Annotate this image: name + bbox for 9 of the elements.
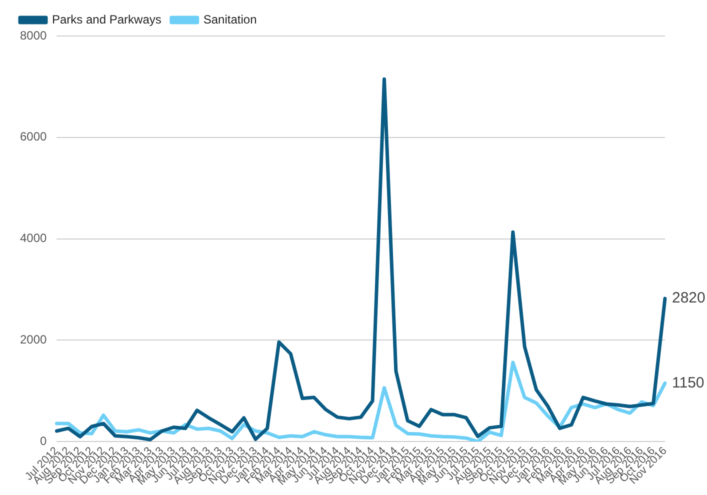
y-tick-label: 2000 [20,332,48,346]
data-label: 1150 [672,374,704,392]
legend-label: Sanitation [203,12,257,26]
y-tick-label: 0 [40,434,48,448]
y-tick-label: 4000 [20,231,48,246]
y-tick-label: 6000 [20,130,48,144]
legend-label: Parks and Parkways [52,12,162,26]
data-label: 2820 [672,290,706,307]
y-tick-label: 8000 [20,28,48,42]
